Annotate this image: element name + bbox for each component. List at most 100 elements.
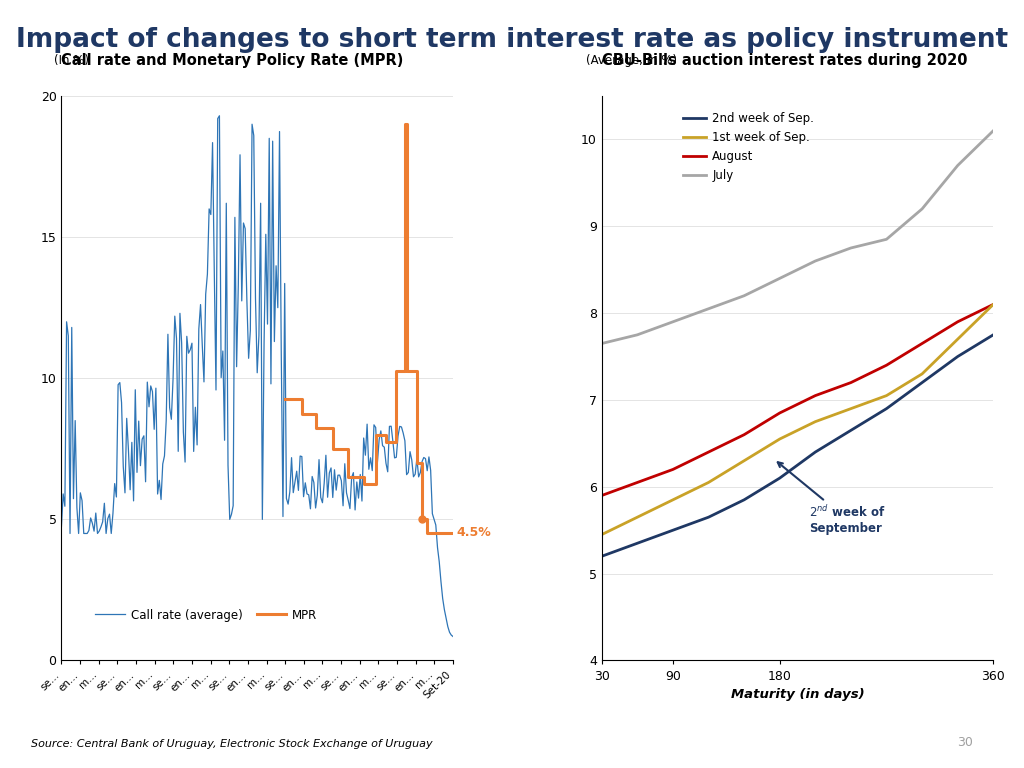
- 1st week of Sep.: [738, 456, 751, 465]
- MPR: [380, 437, 392, 446]
- MPR: [390, 437, 402, 446]
- July: [809, 257, 821, 266]
- Call rate (average): [213, 111, 225, 121]
- Text: Impact of changes to short term interest rate as policy instrument: Impact of changes to short term interest…: [16, 27, 1008, 53]
- 2nd week of Sep.: [881, 404, 893, 413]
- MPR: [342, 444, 354, 453]
- July: [845, 243, 857, 253]
- X-axis label: Maturity (in days): Maturity (in days): [731, 688, 864, 701]
- 1st week of Sep.: [987, 300, 999, 309]
- Text: (Average, in %): (Average, in %): [586, 54, 677, 67]
- MPR: [327, 423, 339, 432]
- MPR: [279, 395, 291, 404]
- Call rate (average): [292, 485, 304, 495]
- 2nd week of Sep.: [667, 525, 679, 535]
- MPR: [390, 366, 402, 376]
- MPR: [357, 479, 370, 488]
- 1st week of Sep.: [773, 435, 785, 444]
- MPR: [398, 120, 411, 129]
- MPR: [449, 529, 461, 538]
- Call rate (average): [291, 467, 303, 476]
- MPR: [357, 472, 370, 482]
- August: [881, 361, 893, 370]
- August: [596, 491, 608, 500]
- Call rate (average): [117, 462, 129, 471]
- August: [987, 300, 999, 309]
- August: [631, 478, 643, 487]
- MPR: [400, 120, 413, 129]
- 1st week of Sep.: [809, 417, 821, 426]
- MPR: [296, 395, 308, 404]
- 2nd week of Sep.: [809, 448, 821, 457]
- Call rate (average): [408, 472, 420, 482]
- MPR: [296, 409, 308, 418]
- 1st week of Sep.: [845, 404, 857, 413]
- 2nd week of Sep.: [987, 330, 999, 339]
- MPR: [370, 479, 382, 488]
- July: [951, 161, 964, 170]
- 2nd week of Sep.: [702, 512, 715, 521]
- Call rate (average): [446, 632, 459, 641]
- 1st week of Sep.: [631, 512, 643, 521]
- 1st week of Sep.: [881, 391, 893, 400]
- Text: Source: Central Bank of Uruguay, Electronic Stock Exchange of Uruguay: Source: Central Bank of Uruguay, Electro…: [31, 739, 432, 749]
- 2nd week of Sep.: [631, 538, 643, 548]
- 1st week of Sep.: [702, 478, 715, 487]
- July: [915, 204, 928, 214]
- 1st week of Sep.: [667, 495, 679, 505]
- Text: $2^{nd}$ week of
September: $2^{nd}$ week of September: [778, 462, 886, 535]
- Line: Call rate (average): Call rate (average): [61, 116, 453, 637]
- 1st week of Sep.: [915, 369, 928, 379]
- Text: CBU-Bills auction interest rates during 2020: CBU-Bills auction interest rates during …: [602, 54, 968, 68]
- Line: MPR: MPR: [285, 124, 455, 534]
- 2nd week of Sep.: [738, 495, 751, 505]
- July: [881, 235, 893, 244]
- July: [773, 273, 785, 283]
- Call rate (average): [248, 131, 260, 140]
- Text: 4.5%: 4.5%: [457, 525, 492, 538]
- MPR: [342, 472, 354, 482]
- Call rate (average): [55, 521, 68, 531]
- MPR: [327, 444, 339, 453]
- MPR: [380, 430, 392, 439]
- MPR: [400, 366, 413, 376]
- 1st week of Sep.: [951, 335, 964, 344]
- August: [915, 339, 928, 348]
- Line: July: July: [602, 131, 993, 343]
- August: [773, 409, 785, 418]
- July: [738, 291, 751, 300]
- Line: August: August: [602, 304, 993, 495]
- July: [667, 317, 679, 326]
- August: [809, 391, 821, 400]
- MPR: [411, 366, 423, 376]
- Text: Call rate and Monetary Policy Rate (MPR): Call rate and Monetary Policy Rate (MPR): [61, 54, 403, 68]
- 1st week of Sep.: [596, 530, 608, 539]
- 2nd week of Sep.: [845, 425, 857, 435]
- Line: 2nd week of Sep.: 2nd week of Sep.: [602, 335, 993, 556]
- August: [667, 465, 679, 474]
- MPR: [411, 458, 423, 468]
- 2nd week of Sep.: [596, 551, 608, 561]
- August: [845, 378, 857, 387]
- MPR: [421, 529, 433, 538]
- Line: 1st week of Sep.: 1st week of Sep.: [602, 304, 993, 535]
- July: [702, 304, 715, 313]
- July: [596, 339, 608, 348]
- Legend: Call rate (average), MPR: Call rate (average), MPR: [90, 604, 322, 627]
- 2nd week of Sep.: [951, 352, 964, 361]
- Text: 30: 30: [956, 736, 973, 749]
- MPR: [309, 423, 322, 432]
- MPR: [421, 515, 433, 524]
- July: [631, 330, 643, 339]
- MPR: [416, 458, 428, 468]
- MPR: [398, 366, 411, 376]
- MPR: [309, 409, 322, 418]
- July: [987, 126, 999, 135]
- August: [738, 430, 751, 439]
- Call rate (average): [155, 495, 167, 504]
- MPR: [370, 430, 382, 439]
- MPR: [416, 515, 428, 524]
- 2nd week of Sep.: [915, 378, 928, 387]
- August: [702, 448, 715, 457]
- Text: (In %): (In %): [53, 54, 89, 67]
